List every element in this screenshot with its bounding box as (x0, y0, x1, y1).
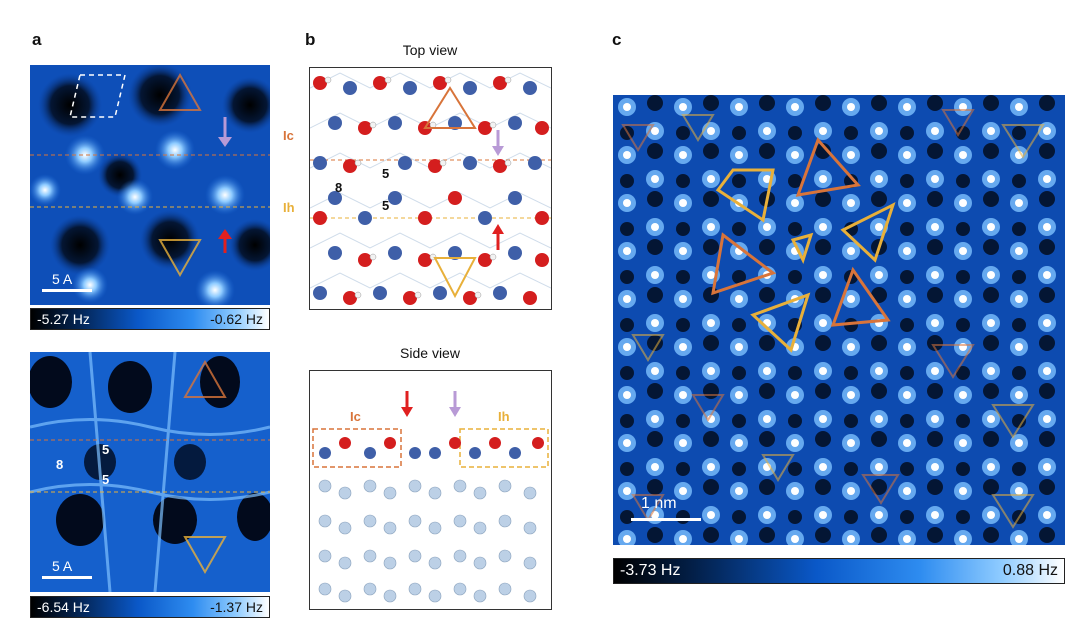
top-view-ring-5-lower: 5 (382, 198, 390, 213)
top-view-ih-label: Ih (283, 200, 295, 215)
top-view-title: Top view (402, 42, 458, 58)
afm-image-c: 1 nm (613, 95, 1065, 545)
top-view-purple-arrow (492, 130, 504, 156)
side-view-substrate (318, 479, 537, 603)
colorbar-c-max: 0.88 Hz (1002, 562, 1058, 579)
colorbar-a-top-min: -5.27 Hz (37, 311, 90, 327)
bright-spots (30, 130, 245, 305)
panel-label-a: a (32, 30, 42, 49)
panel-label-b: b (305, 30, 316, 49)
top-view-red-arrow (492, 224, 504, 250)
panel-label-c: c (612, 30, 622, 49)
purple-arrow (218, 117, 232, 147)
scale-bar-a-bottom (42, 576, 92, 579)
colorbar-a-top-max: -0.62 Hz (210, 311, 263, 327)
scale-label-a-top: 5 A (52, 271, 73, 287)
top-view-ring-8: 8 (335, 180, 343, 195)
scale-label-c: 1 nm (641, 495, 677, 512)
afm-image-a-top: 5 A (30, 65, 270, 305)
side-view-ic-box (312, 428, 402, 468)
colorbar-c-min: -3.73 Hz (620, 562, 681, 579)
top-view-model: 8 5 5 (309, 67, 552, 310)
afm-image-c-svg (613, 95, 1065, 545)
side-view-red-arrow (401, 391, 413, 417)
side-view-top-layer (319, 437, 544, 459)
side-view-ih-label: Ih (498, 409, 510, 424)
ring-label-5-upper: 5 (102, 442, 110, 457)
ih-triangle-bottom (183, 536, 227, 575)
top-view-svg (310, 72, 551, 305)
side-view-purple-arrow (449, 391, 461, 417)
afm-image-a-top-svg (30, 65, 270, 305)
top-view-ic-triangle (423, 86, 477, 129)
top-view-ring-5-upper: 5 (382, 166, 390, 181)
side-view-model: Ic Ih (309, 370, 552, 610)
unit-cell-outline (69, 74, 126, 118)
top-view-ih-triangle (433, 257, 477, 299)
ic-triangle-bottom (183, 359, 227, 398)
side-view-svg (312, 391, 549, 603)
colorbar-a-bottom-min: -6.54 Hz (37, 599, 90, 615)
afm-image-a-bottom: 8 5 5 5 A (30, 352, 270, 592)
scale-bar-a-top (42, 289, 92, 292)
afm-image-a-bottom-svg (30, 352, 270, 592)
highlighted-triangles (711, 137, 896, 353)
ring-label-5-lower: 5 (102, 472, 110, 487)
colorbar-a-bottom-max: -1.37 Hz (210, 599, 263, 615)
faint-triangles (621, 109, 1045, 529)
top-view-hydrogens (324, 76, 512, 299)
colorbar-c: -3.73 Hz 0.88 Hz (613, 558, 1065, 584)
scale-bar-c (631, 518, 701, 521)
side-view-ih-box (459, 428, 549, 468)
colorbar-a-top: -5.27 Hz -0.62 Hz (30, 308, 270, 330)
top-view-molecules (313, 76, 549, 305)
ic-triangle (158, 72, 202, 111)
ih-triangle (158, 239, 202, 278)
ring-label-8: 8 (56, 457, 64, 472)
colorbar-a-bottom: -6.54 Hz -1.37 Hz (30, 596, 270, 618)
top-view-ic-label: Ic (283, 128, 294, 143)
side-view-ic-label: Ic (350, 409, 361, 424)
scale-label-a-bottom: 5 A (52, 558, 73, 574)
red-arrow (218, 229, 232, 253)
side-view-title: Side view (400, 345, 460, 361)
